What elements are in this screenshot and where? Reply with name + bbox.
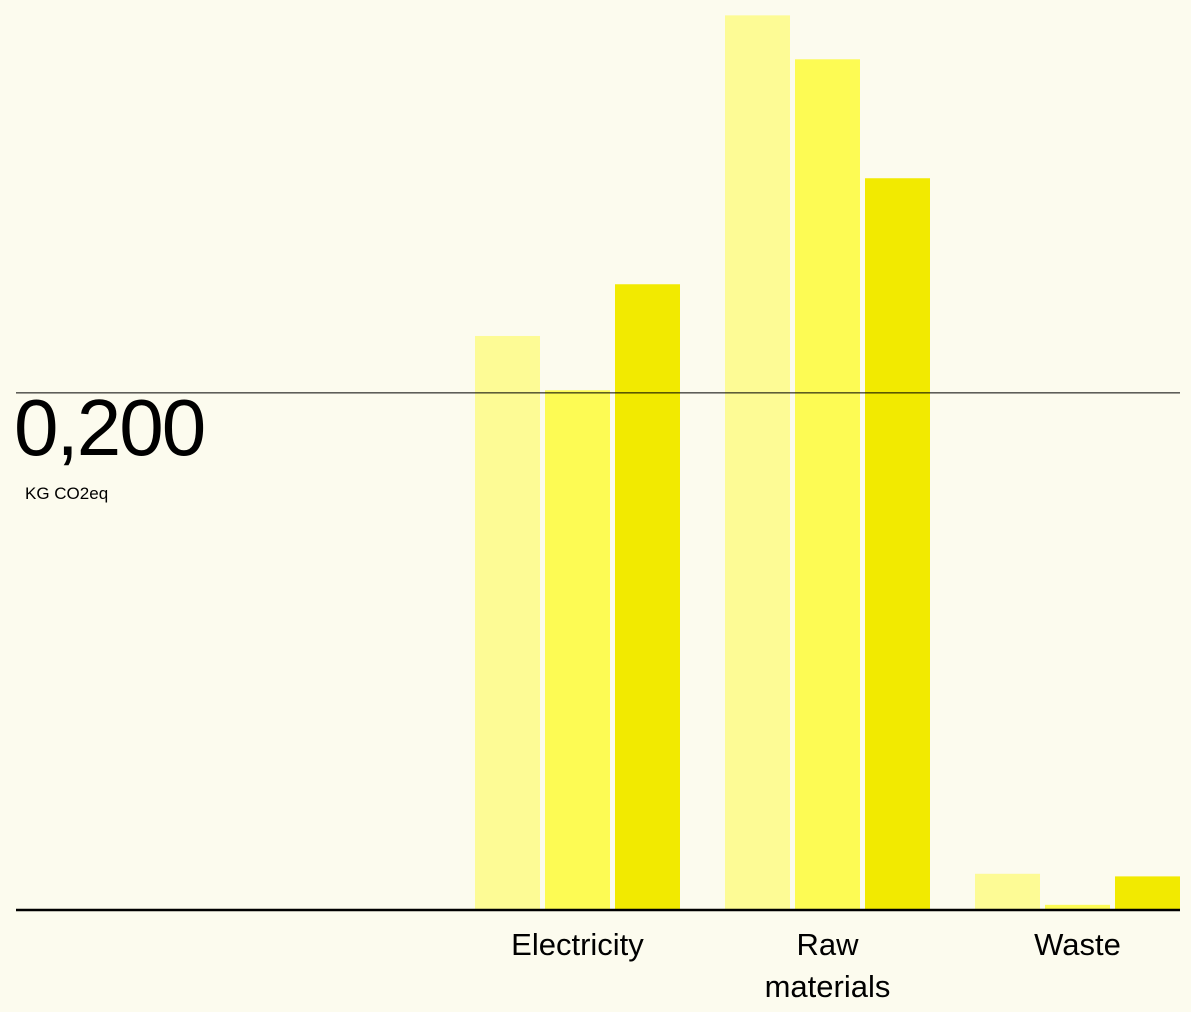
bar-raw-materials-1	[725, 15, 790, 911]
reference-value-label: 0,200	[14, 383, 206, 472]
bar-electricity-3	[615, 284, 680, 910]
bar-raw-materials-2	[795, 59, 860, 911]
bar-waste-3	[1115, 876, 1180, 910]
bar-waste-1	[975, 873, 1040, 910]
bar-electricity-1	[475, 335, 540, 910]
bar-raw-materials-3	[865, 178, 930, 910]
category-label: Waste	[1034, 927, 1121, 962]
unit-label: KG CO2eq	[25, 484, 109, 503]
bar-electricity-2	[545, 390, 610, 910]
bar-waste-2	[1045, 904, 1110, 910]
category-label: Raw materials	[764, 927, 891, 1004]
category-label: Electricity	[511, 927, 644, 962]
